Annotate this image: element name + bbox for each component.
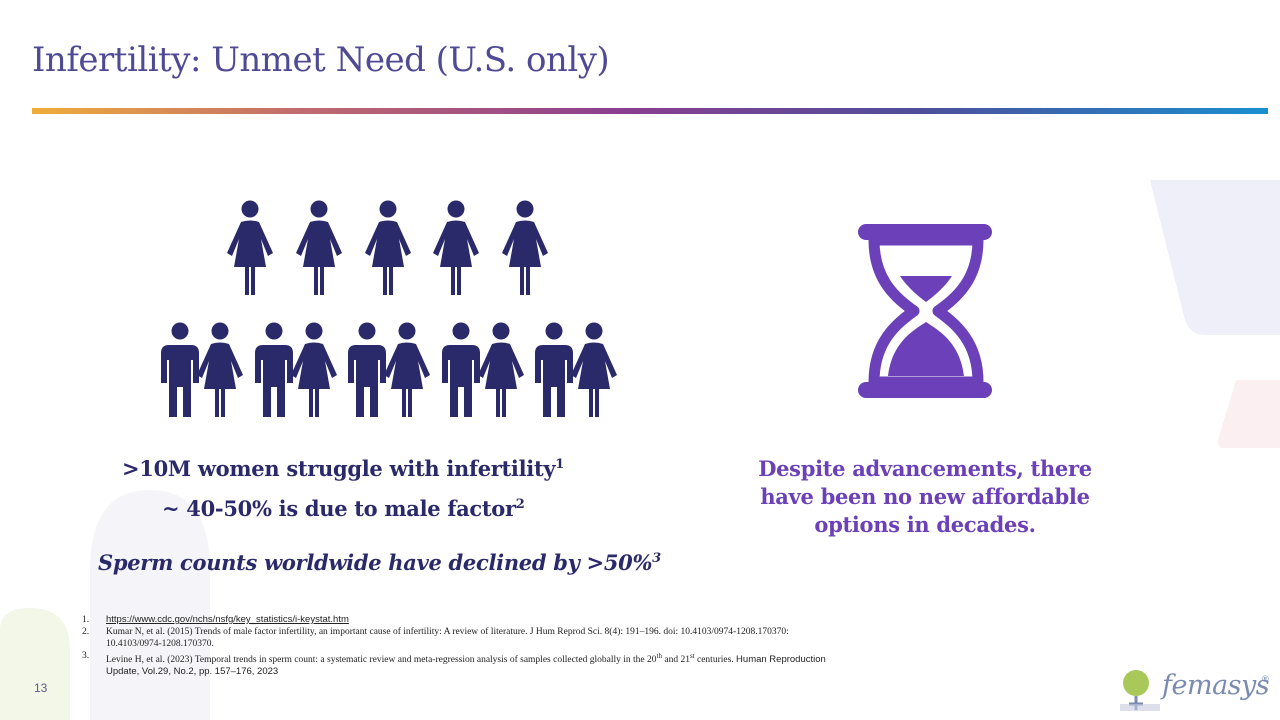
decorative-shape-right [1218,380,1280,448]
slide-title: Infertility: Unmet Need (U.S. only) [32,40,610,80]
stat-male-factor: ~ 40-50% is due to male factor2 [162,496,525,521]
couple-figure-icon [535,322,617,417]
reference-item: 2. Kumar N, et al. (2015) Trends of male… [82,627,789,649]
decorative-shape-top-right [1150,180,1280,335]
femasys-logo [1120,670,1160,711]
hourglass-icon [858,224,992,398]
decorative-shape-bottom-left [0,490,210,720]
couple-figure-icon [255,322,337,417]
reference-item: 1. https://www.cdc.gov/nchs/nsfg/key_sta… [82,614,349,625]
reference-link[interactable]: https://www.cdc.gov/nchs/nsfg/key_statis… [106,614,349,625]
footnote-ref: 2 [515,497,525,512]
logo-text: femasys [1162,670,1270,701]
logo-trademark: ® [1262,674,1269,684]
stat-sperm-decline: Sperm counts worldwide have declined by … [98,550,661,575]
people-illustration [161,200,617,417]
footnote-ref: 3 [652,551,661,566]
couple-figure-icon [161,322,243,417]
stat-women-infertility: >10M women struggle with infertility1 [122,456,565,481]
couple-figure-icon [442,322,524,417]
page-number: 13 [34,681,48,695]
unmet-need-statement: Despite advancements, there have been no… [758,456,1092,537]
woman-figure-icon [296,200,342,295]
woman-figure-icon [227,200,273,295]
woman-figure-icon [365,200,411,295]
couple-figure-icon [348,322,430,417]
woman-figure-icon [433,200,479,295]
references-list: 1. https://www.cdc.gov/nchs/nsfg/key_sta… [82,614,1032,678]
footnote-ref: 1 [555,457,565,472]
reference-item: 3. Levine H, et al. (2023) Temporal tren… [82,651,826,678]
title-divider [32,108,1268,114]
woman-figure-icon [502,200,548,295]
